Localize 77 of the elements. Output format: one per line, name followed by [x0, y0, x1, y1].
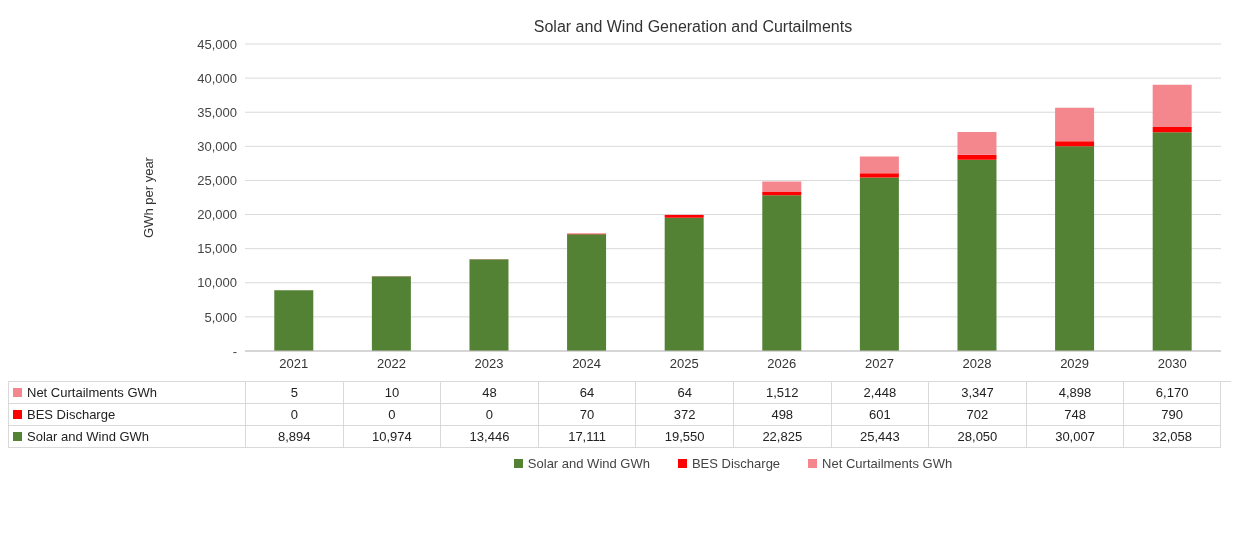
legend-label: BES Discharge: [691, 456, 781, 471]
bar: [567, 234, 607, 351]
legend-label: Solar and Wind GWh: [527, 456, 650, 471]
data-label: 25,443: [830, 426, 929, 448]
data-label: 0: [245, 404, 343, 426]
bar: [371, 276, 411, 351]
bar: [1152, 132, 1192, 351]
x-tick-label: 2024: [572, 356, 602, 372]
x-tick-label: 2030: [1157, 356, 1187, 372]
data-label: 70: [537, 404, 636, 426]
y-tick-label: 5,000: [204, 309, 237, 325]
x-tick-label: 2022: [376, 356, 406, 372]
data-label: 5: [245, 382, 343, 404]
data-label: 2,448: [830, 382, 929, 404]
y-tick-label: 15,000: [197, 241, 237, 257]
data-label: 601: [830, 404, 929, 426]
bar: [1152, 84, 1192, 127]
data-label: 0: [342, 404, 441, 426]
data-label: 4,898: [1025, 382, 1124, 404]
x-tick-label: 2029: [1060, 356, 1090, 372]
bar: [957, 159, 997, 351]
text: Net Curtailments GWh: [822, 456, 953, 471]
data-label: 0: [440, 404, 538, 426]
y-tick-label: 35,000: [197, 104, 237, 120]
bar: [859, 156, 899, 174]
y-tick-label: 20,000: [197, 207, 237, 223]
x-tick-label: 2025: [669, 356, 699, 372]
data-label: 17,111: [537, 426, 636, 448]
data-label: 3,347: [928, 382, 1026, 404]
data-label: 19,550: [635, 426, 733, 448]
bar: [1055, 107, 1095, 142]
data-label: 28,050: [928, 426, 1026, 448]
data-label: 8,894: [245, 426, 343, 448]
data-label: 22,825: [732, 426, 831, 448]
data-label: 10: [342, 382, 441, 404]
data-label: 702: [928, 404, 1026, 426]
y-tick-label: 10,000: [197, 275, 237, 291]
data-label: 64: [537, 382, 636, 404]
bar: [859, 177, 899, 351]
bar: [469, 259, 509, 351]
data-label: 30,007: [1025, 426, 1124, 448]
bar: [957, 132, 997, 155]
x-tick-label: 2026: [767, 356, 797, 372]
y-tick-label: -: [232, 343, 237, 359]
bar: [1055, 141, 1095, 147]
data-label: 1,512: [732, 382, 831, 404]
data-label: 13,446: [440, 426, 538, 448]
bar: [1055, 146, 1095, 351]
bar: [762, 195, 802, 351]
y-axis-title: GWh per year: [140, 156, 156, 238]
x-tick-label: 2028: [962, 356, 992, 372]
chart-title: Solar and Wind Generation and Curtailments: [532, 17, 854, 36]
bar: [957, 154, 997, 160]
bar: [664, 217, 704, 351]
bar: [762, 181, 802, 192]
data-label: 48: [440, 382, 538, 404]
x-tick-label: 2027: [864, 356, 894, 372]
data-label: 748: [1025, 404, 1124, 426]
data-label: 372: [635, 404, 733, 426]
legend-label: Net Curtailments GWh: [27, 385, 158, 400]
bar: [274, 290, 314, 351]
y-tick-label: 40,000: [197, 70, 237, 86]
data-label: 790: [1123, 404, 1221, 426]
data-label: 32,058: [1123, 426, 1221, 448]
bar: [1152, 126, 1192, 133]
y-tick-label: 30,000: [197, 138, 237, 154]
y-tick-label: 25,000: [197, 173, 237, 189]
x-tick-label: 2021: [279, 356, 309, 372]
text: BES Discharge: [27, 407, 116, 422]
bar: [859, 173, 899, 178]
data-label: 498: [732, 404, 831, 426]
data-label: 64: [635, 382, 733, 404]
text: Solar and Wind GWh: [27, 429, 150, 444]
y-tick-label: 45,000: [197, 36, 237, 52]
x-tick-label: 2023: [474, 356, 504, 372]
data-label: 6,170: [1123, 382, 1221, 404]
data-label: 10,974: [342, 426, 441, 448]
